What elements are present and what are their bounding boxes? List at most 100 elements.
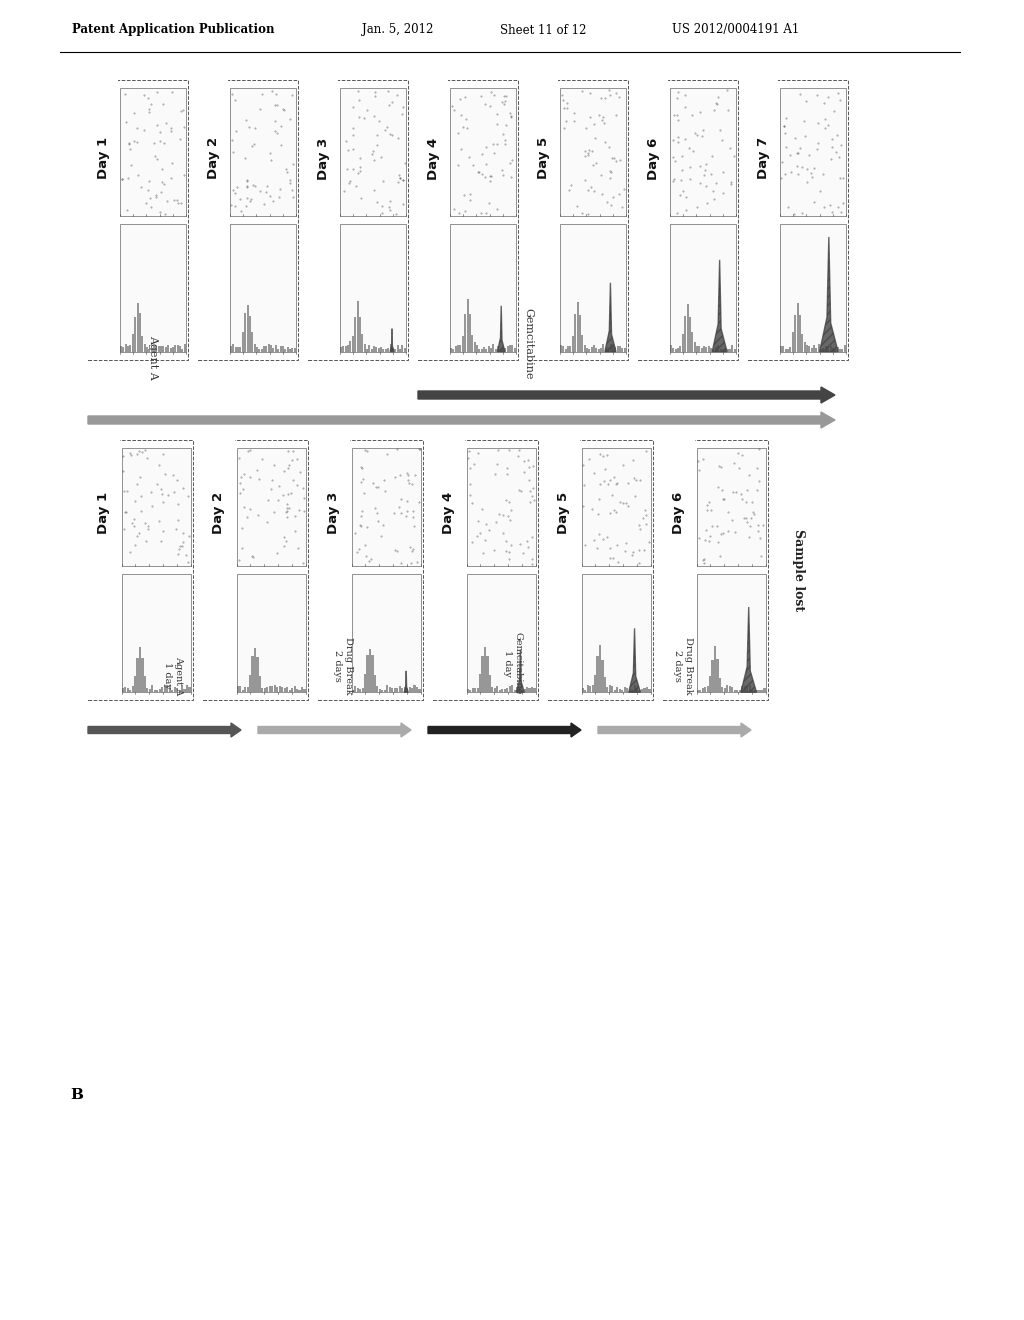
Point	[776, 115, 793, 136]
Point	[347, 521, 364, 543]
Point	[673, 169, 689, 190]
Point	[691, 173, 708, 194]
Point	[723, 174, 739, 195]
Point	[282, 173, 298, 194]
Point	[150, 82, 166, 103]
Point	[599, 527, 615, 548]
Point	[786, 203, 803, 224]
Bar	[518, 689, 520, 692]
Bar	[120, 88, 186, 215]
Point	[711, 455, 727, 477]
Point	[411, 438, 427, 459]
Point	[469, 525, 485, 546]
Bar	[433, 440, 538, 700]
Point	[750, 458, 766, 479]
Point	[677, 84, 693, 106]
Point	[501, 541, 517, 562]
Point	[445, 198, 462, 219]
Point	[279, 500, 295, 521]
Point	[249, 459, 265, 480]
Point	[693, 125, 710, 147]
Point	[342, 170, 358, 191]
Point	[358, 545, 375, 566]
Bar	[256, 657, 258, 692]
Bar	[712, 660, 714, 692]
Point	[473, 202, 489, 223]
Bar	[689, 317, 691, 351]
Bar	[469, 314, 471, 351]
Bar	[726, 685, 728, 692]
Point	[809, 139, 825, 160]
Point	[603, 161, 620, 182]
Point	[780, 197, 797, 218]
Point	[565, 102, 582, 123]
Bar	[567, 346, 569, 351]
Point	[244, 136, 260, 157]
Point	[157, 463, 173, 484]
Point	[172, 128, 188, 149]
Bar	[595, 347, 597, 351]
Bar	[593, 345, 595, 351]
Point	[180, 484, 197, 506]
Bar	[714, 647, 716, 692]
Point	[171, 539, 187, 560]
Point	[154, 483, 170, 504]
Point	[138, 531, 155, 552]
Bar	[691, 331, 693, 351]
Point	[131, 467, 147, 488]
Point	[237, 496, 253, 517]
Point	[524, 553, 541, 574]
Point	[638, 513, 654, 535]
Bar	[249, 317, 251, 351]
Bar	[294, 348, 296, 351]
Bar	[618, 689, 621, 692]
Bar	[528, 81, 558, 360]
Bar	[289, 348, 291, 351]
Bar	[239, 686, 242, 692]
Bar	[724, 348, 726, 351]
Bar	[699, 690, 701, 692]
Bar	[252, 656, 254, 692]
Bar	[267, 345, 269, 351]
Point	[351, 156, 368, 177]
Point	[681, 137, 697, 158]
Point	[160, 484, 176, 506]
Bar	[481, 656, 483, 692]
Point	[582, 107, 598, 128]
Bar	[701, 688, 703, 692]
Bar	[401, 689, 403, 692]
Bar	[497, 346, 499, 351]
Bar	[829, 346, 831, 351]
Point	[713, 457, 729, 478]
Point	[279, 161, 295, 182]
Bar	[351, 447, 421, 566]
Bar	[729, 350, 731, 351]
Point	[245, 174, 261, 195]
Point	[620, 473, 636, 494]
Bar	[820, 348, 822, 351]
Point	[739, 479, 756, 500]
Point	[358, 516, 375, 537]
Point	[666, 169, 682, 190]
Point	[255, 193, 271, 214]
Bar	[373, 346, 375, 351]
Point	[612, 149, 629, 170]
Text: Day 7: Day 7	[757, 137, 769, 180]
Point	[742, 508, 759, 529]
Bar	[291, 348, 293, 351]
Point	[285, 153, 301, 174]
Point	[600, 79, 616, 100]
Point	[833, 135, 849, 156]
Point	[404, 539, 421, 560]
Point	[520, 536, 537, 557]
Point	[794, 202, 810, 223]
Point	[605, 148, 622, 169]
Bar	[582, 688, 584, 692]
Point	[719, 79, 735, 100]
Bar	[609, 345, 611, 351]
Point	[292, 462, 308, 483]
Bar	[127, 688, 129, 692]
Point	[485, 143, 502, 164]
Point	[485, 84, 502, 106]
Point	[464, 492, 480, 513]
